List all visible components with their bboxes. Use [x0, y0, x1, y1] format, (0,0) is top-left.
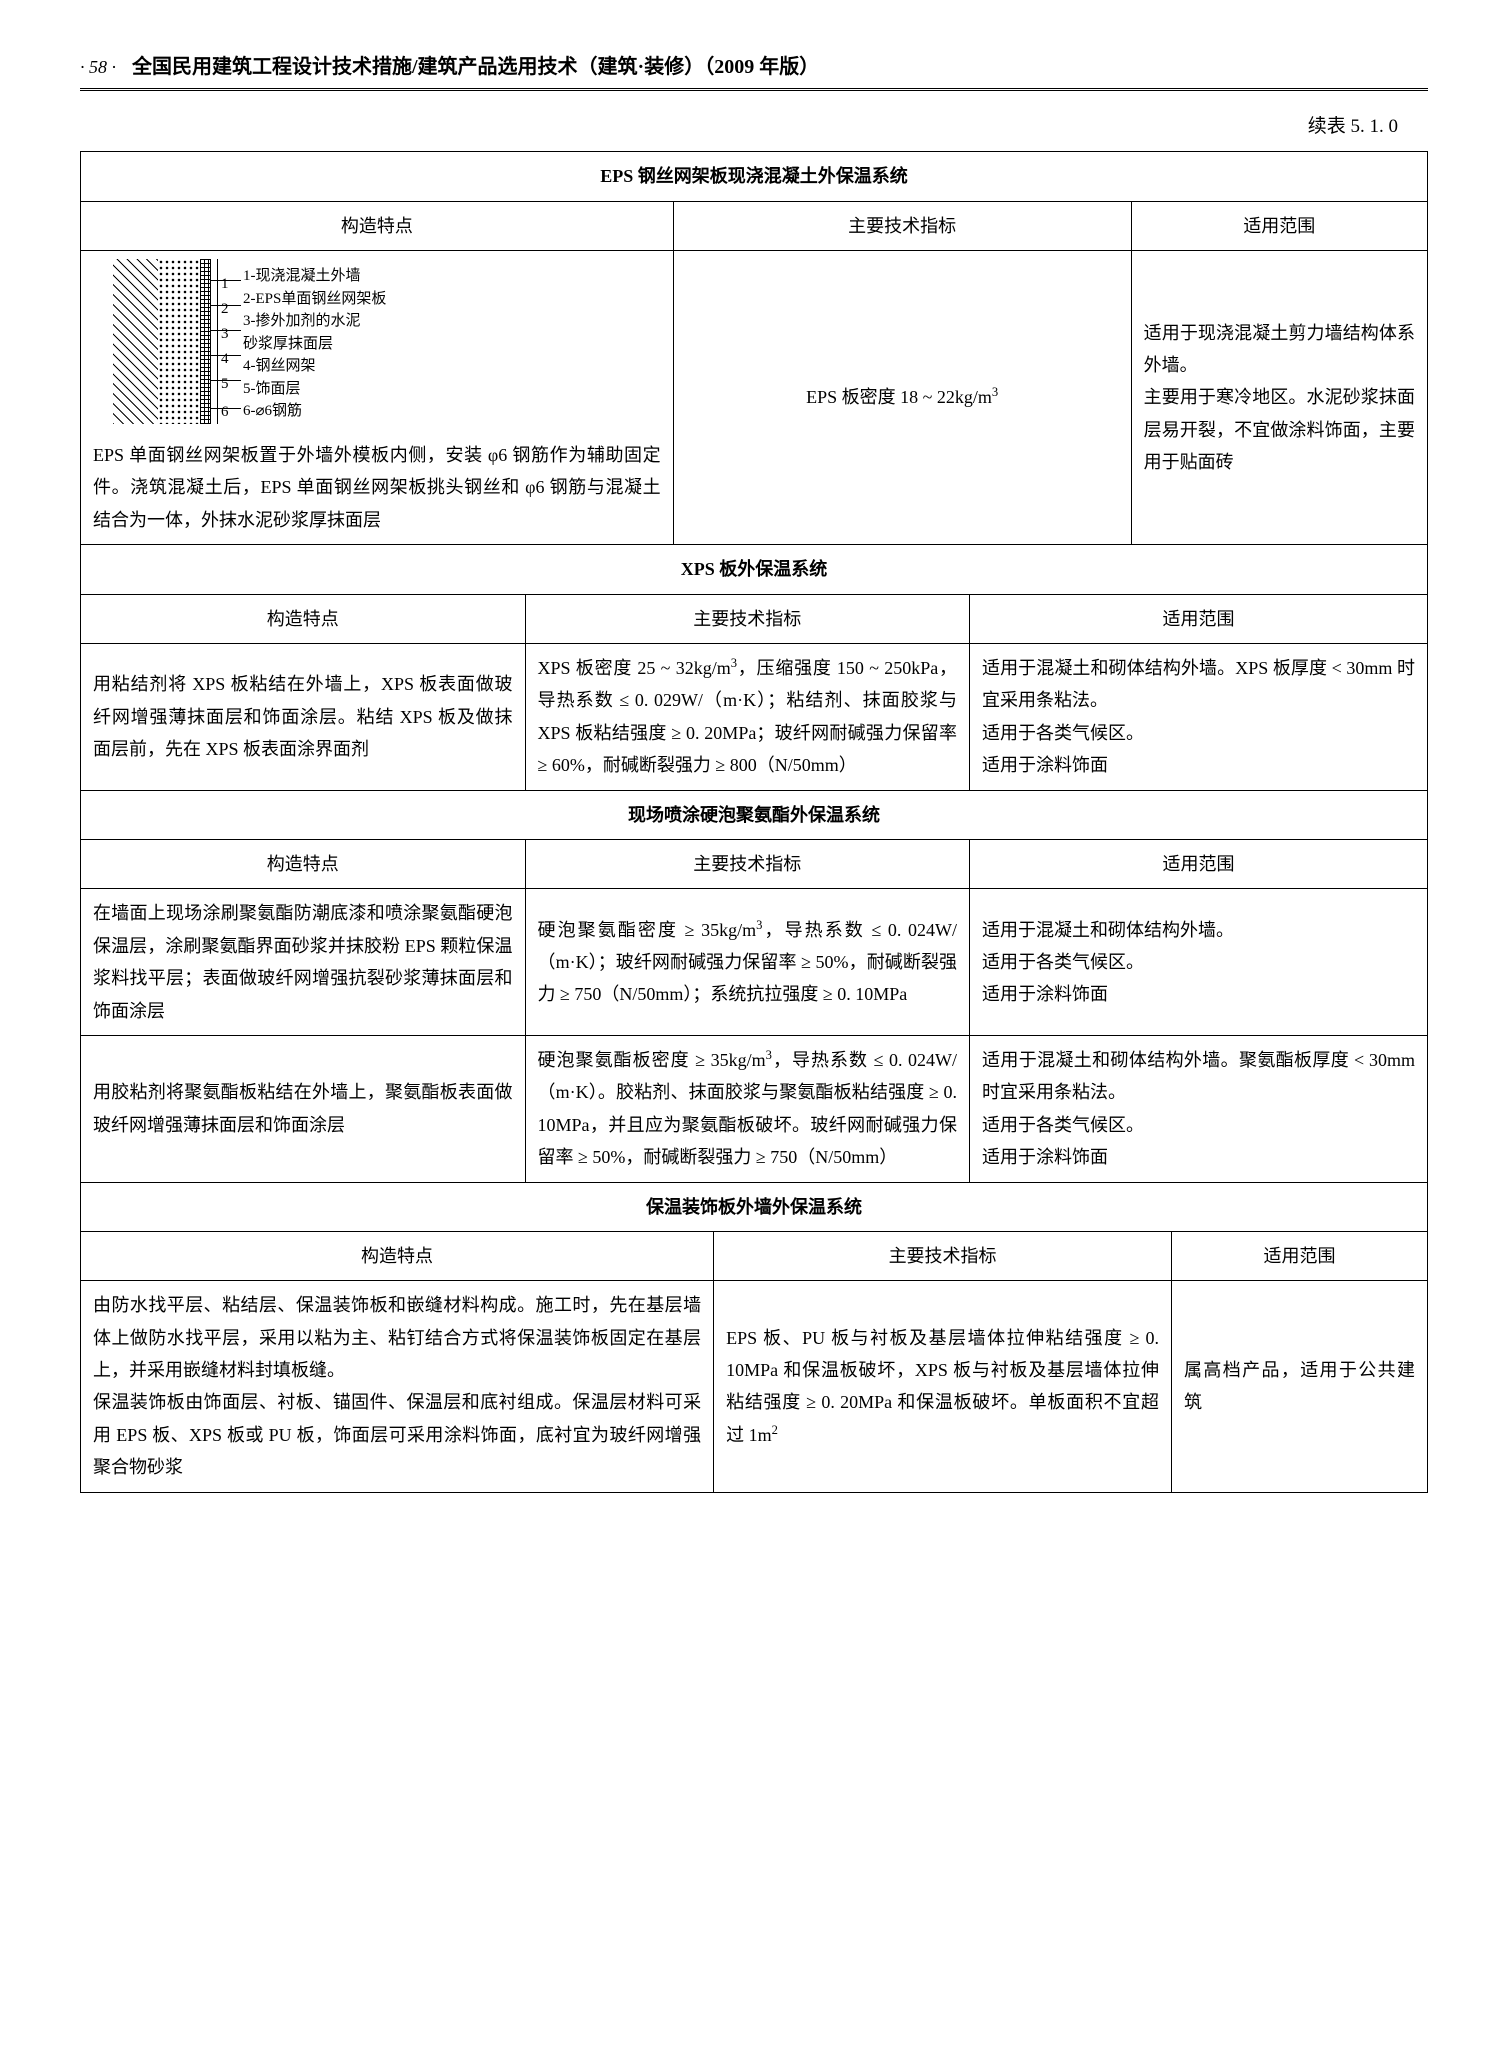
table-row: 在墙面上现场涂刷聚氨酯防潮底漆和喷涂聚氨酯硬泡保温层，涂刷聚氨酯界面砂浆并抹胶粉… [81, 889, 1428, 1036]
s3r1-spec: 硬泡聚氨酯密度 ≥ 35kg/m3，导热系数 ≤ 0. 024W/（m·K）；玻… [525, 889, 970, 1036]
col-feature: 构造特点 [81, 1231, 714, 1280]
col-spec: 主要技术指标 [673, 201, 1131, 250]
table-row: 由防水找平层、粘结层、保温装饰板和嵌缝材料构成。施工时，先在基层墙体上做防水找平… [81, 1281, 1428, 1492]
table-header-row: 构造特点 主要技术指标 适用范围 [81, 594, 1428, 643]
system-1-title: EPS 钢丝网架板现浇混凝土外保温系统 [81, 152, 1428, 201]
s2-scope: 适用于混凝土和砌体结构外墙。XPS 板厚度 < 30mm 时宜采用条粘法。 适用… [970, 644, 1428, 791]
s1-spec: EPS 板密度 18 ~ 22kg/m3 [673, 251, 1131, 545]
systems-table-2: 构造特点 主要技术指标 适用范围 用粘结剂将 XPS 板粘结在外墙上，XPS 板… [80, 594, 1428, 1232]
systems-table-4: 构造特点 主要技术指标 适用范围 由防水找平层、粘结层、保温装饰板和嵌缝材料构成… [80, 1231, 1428, 1493]
s3r2-scope: 适用于混凝土和砌体结构外墙。聚氨酯板厚度 < 30mm 时宜采用条粘法。 适用于… [970, 1035, 1428, 1182]
col-scope: 适用范围 [1131, 201, 1427, 250]
system-2-title: XPS 板外保温系统 [81, 545, 1428, 594]
s1-feature: EPS 单面钢丝网架板置于外墙外模板内侧，安装 φ6 钢筋作为辅助固定件。浇筑混… [93, 439, 661, 536]
s3r1-feature: 在墙面上现场涂刷聚氨酯防潮底漆和喷涂聚氨酯硬泡保温层，涂刷聚氨酯界面砂浆并抹胶粉… [81, 889, 526, 1036]
wall-section-diagram: 1 2 3 4 5 6 1-现浇混凝土外墙 2-EPS单面钢丝网架板 3-掺外加… [93, 259, 661, 429]
s3r2-spec: 硬泡聚氨酯板密度 ≥ 35kg/m3，导热系数 ≤ 0. 024W/（m·K）。… [525, 1035, 970, 1182]
col-feature: 构造特点 [81, 594, 526, 643]
s3r2-feature: 用胶粘剂将聚氨酯板粘结在外墙上，聚氨酯板表面做玻纤网增强薄抹面层和饰面涂层 [81, 1035, 526, 1182]
s4-spec: EPS 板、PU 板与衬板及基层墙体拉伸粘结强度 ≥ 0. 10MPa 和保温板… [714, 1281, 1172, 1492]
page-title: 全国民用建筑工程设计技术措施/建筑产品选用技术（建筑·装修）（2009 年版） [132, 50, 819, 84]
s2-spec: XPS 板密度 25 ~ 32kg/m3，压缩强度 150 ~ 250kPa，导… [525, 644, 970, 791]
system-4-title: 保温装饰板外墙外保温系统 [81, 1182, 1428, 1231]
col-spec: 主要技术指标 [525, 839, 970, 888]
table-header-row: 构造特点 主要技术指标 适用范围 [81, 839, 1428, 888]
col-feature: 构造特点 [81, 201, 674, 250]
s1-scope: 适用于现浇混凝土剪力墙结构体系外墙。 主要用于寒冷地区。水泥砂浆抹面层易开裂，不… [1131, 251, 1427, 545]
s4-scope: 属高档产品，适用于公共建筑 [1172, 1281, 1428, 1492]
table-row: 1 2 3 4 5 6 1-现浇混凝土外墙 2-EPS单面钢丝网架板 3-掺外加… [81, 251, 1428, 545]
diagram-legend: 1-现浇混凝土外墙 2-EPS单面钢丝网架板 3-掺外加剂的水泥 砂浆厚抹面层 … [243, 265, 386, 423]
table-row: 用粘结剂将 XPS 板粘结在外墙上，XPS 板表面做玻纤网增强薄抹面层和饰面涂层… [81, 644, 1428, 791]
col-spec: 主要技术指标 [714, 1231, 1172, 1280]
system-3-title: 现场喷涂硬泡聚氨酯外保温系统 [81, 790, 1428, 839]
page-number: · 58 · [80, 52, 116, 83]
s4-feature: 由防水找平层、粘结层、保温装饰板和嵌缝材料构成。施工时，先在基层墙体上做防水找平… [81, 1281, 714, 1492]
table-header-row: 构造特点 主要技术指标 适用范围 [81, 1231, 1428, 1280]
col-scope: 适用范围 [1172, 1231, 1428, 1280]
col-scope: 适用范围 [970, 594, 1428, 643]
page-header: · 58 · 全国民用建筑工程设计技术措施/建筑产品选用技术（建筑·装修）（20… [80, 50, 1428, 91]
s2-feature: 用粘结剂将 XPS 板粘结在外墙上，XPS 板表面做玻纤网增强薄抹面层和饰面涂层… [81, 644, 526, 791]
table-header-row: 构造特点 主要技术指标 适用范围 [81, 201, 1428, 250]
s3r1-scope: 适用于混凝土和砌体结构外墙。 适用于各类气候区。 适用于涂料饰面 [970, 889, 1428, 1036]
col-spec: 主要技术指标 [525, 594, 970, 643]
col-scope: 适用范围 [970, 839, 1428, 888]
table-row: 用胶粘剂将聚氨酯板粘结在外墙上，聚氨酯板表面做玻纤网增强薄抹面层和饰面涂层 硬泡… [81, 1035, 1428, 1182]
systems-table: EPS 钢丝网架板现浇混凝土外保温系统 构造特点 主要技术指标 适用范围 1 2… [80, 151, 1428, 594]
continued-label: 续表 5. 1. 0 [80, 111, 1398, 143]
col-feature: 构造特点 [81, 839, 526, 888]
